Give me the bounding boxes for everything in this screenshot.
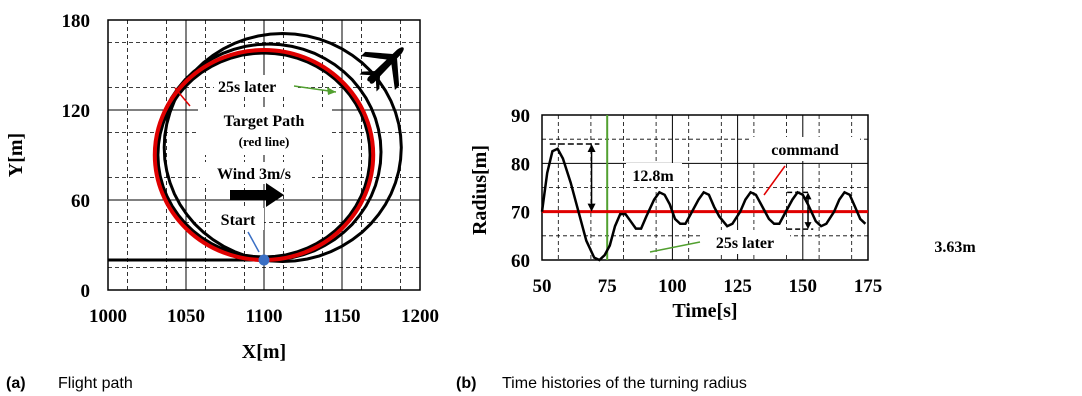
- osc-amp-bg: [924, 234, 986, 258]
- x-axis-label-b: Time[s]: [672, 300, 737, 322]
- y-tick-label-a: 180: [62, 11, 91, 32]
- command-label-bg: [750, 137, 860, 161]
- osc-arrowhead-down: [804, 222, 812, 230]
- caption-b-text: Time histories of the turning radius: [502, 375, 747, 392]
- x-tick-label-a: 1150: [324, 306, 361, 327]
- start-label: Start: [221, 212, 256, 229]
- peak-arrowhead-down: [587, 203, 596, 212]
- plot-frame-a: [107, 19, 421, 291]
- later-arrowhead-a: [327, 87, 336, 95]
- osc-arrowhead-up: [804, 192, 812, 200]
- x-tick-label-a: 1050: [167, 306, 205, 327]
- later-label-bg-a: [214, 75, 298, 97]
- caption-b-label: (b): [456, 375, 476, 392]
- ticks-b: 50 75 100 125 150 175 60 70 80 90: [511, 106, 882, 297]
- y-tick-label-b: 80: [511, 154, 530, 175]
- later-label-a: 25s later: [218, 79, 276, 96]
- y-axis-label-a: Y[m]: [5, 133, 27, 177]
- x-tick-label-b: 100: [658, 276, 687, 297]
- x-tick-label-a: 1000: [89, 306, 127, 327]
- caption-a-text: Flight path: [58, 375, 133, 392]
- later-label-b: 25s later: [716, 235, 774, 252]
- caption-a-label: (a): [6, 375, 26, 392]
- later-pointer-b: [649, 241, 701, 253]
- command-label: command: [771, 142, 839, 159]
- wind-label-bg: [200, 162, 312, 184]
- y-axis-label-b: Radius[m]: [469, 145, 491, 235]
- later-label-bg-b: [700, 230, 790, 254]
- target-label-bg: [198, 107, 332, 155]
- x-tick-label-b: 125: [723, 276, 752, 297]
- y-tick-label-b: 60: [511, 251, 530, 272]
- peak-arrowhead-up: [587, 144, 596, 152]
- start-point: [258, 254, 270, 266]
- command-pointer: [763, 165, 786, 196]
- target-pointer: [174, 87, 191, 107]
- start-pointer: [247, 231, 260, 253]
- plot-frame-b: [541, 114, 869, 261]
- x-tick-label-b: 75: [598, 276, 617, 297]
- ticks-a: 1000 1050 1100 1150 1200 0 60 120 180: [62, 11, 440, 327]
- y-tick-label-a: 60: [71, 191, 90, 212]
- x-tick-label-a: 1200: [401, 306, 439, 327]
- target-path-sublabel: (red line): [239, 134, 290, 149]
- wind-label: Wind 3m/s: [217, 166, 291, 183]
- marks-b: [540, 115, 868, 262]
- x-tick-label-b: 50: [533, 276, 552, 297]
- x-tick-label-b: 150: [789, 276, 818, 297]
- osc-amplitude-label: 3.63m: [934, 239, 976, 256]
- x-tick-label-b: 175: [854, 276, 883, 297]
- airplane-icon: [359, 47, 404, 92]
- y-tick-label-b: 70: [511, 203, 530, 224]
- peak-amp-bg: [626, 163, 682, 187]
- start-label-bg: [212, 208, 264, 230]
- x-axis-label-a: X[m]: [242, 341, 286, 363]
- y-tick-label-b: 90: [511, 106, 530, 127]
- target-path-label: Target Path: [224, 113, 305, 130]
- peak-amplitude-label: 12.8m: [632, 168, 674, 185]
- turning-radius-chart: 50 75 100 125 150 175 60 70 80 90 Time[s] Radius[…: [469, 106, 986, 322]
- radius-series-line: [540, 147, 867, 262]
- x-tick-label-a: 1100: [246, 306, 283, 327]
- flight-path-line: [108, 31, 403, 264]
- y-tick-label-a: 120: [62, 101, 91, 122]
- y-tick-label-a: 0: [81, 281, 91, 302]
- wind-arrow-icon: [230, 183, 284, 207]
